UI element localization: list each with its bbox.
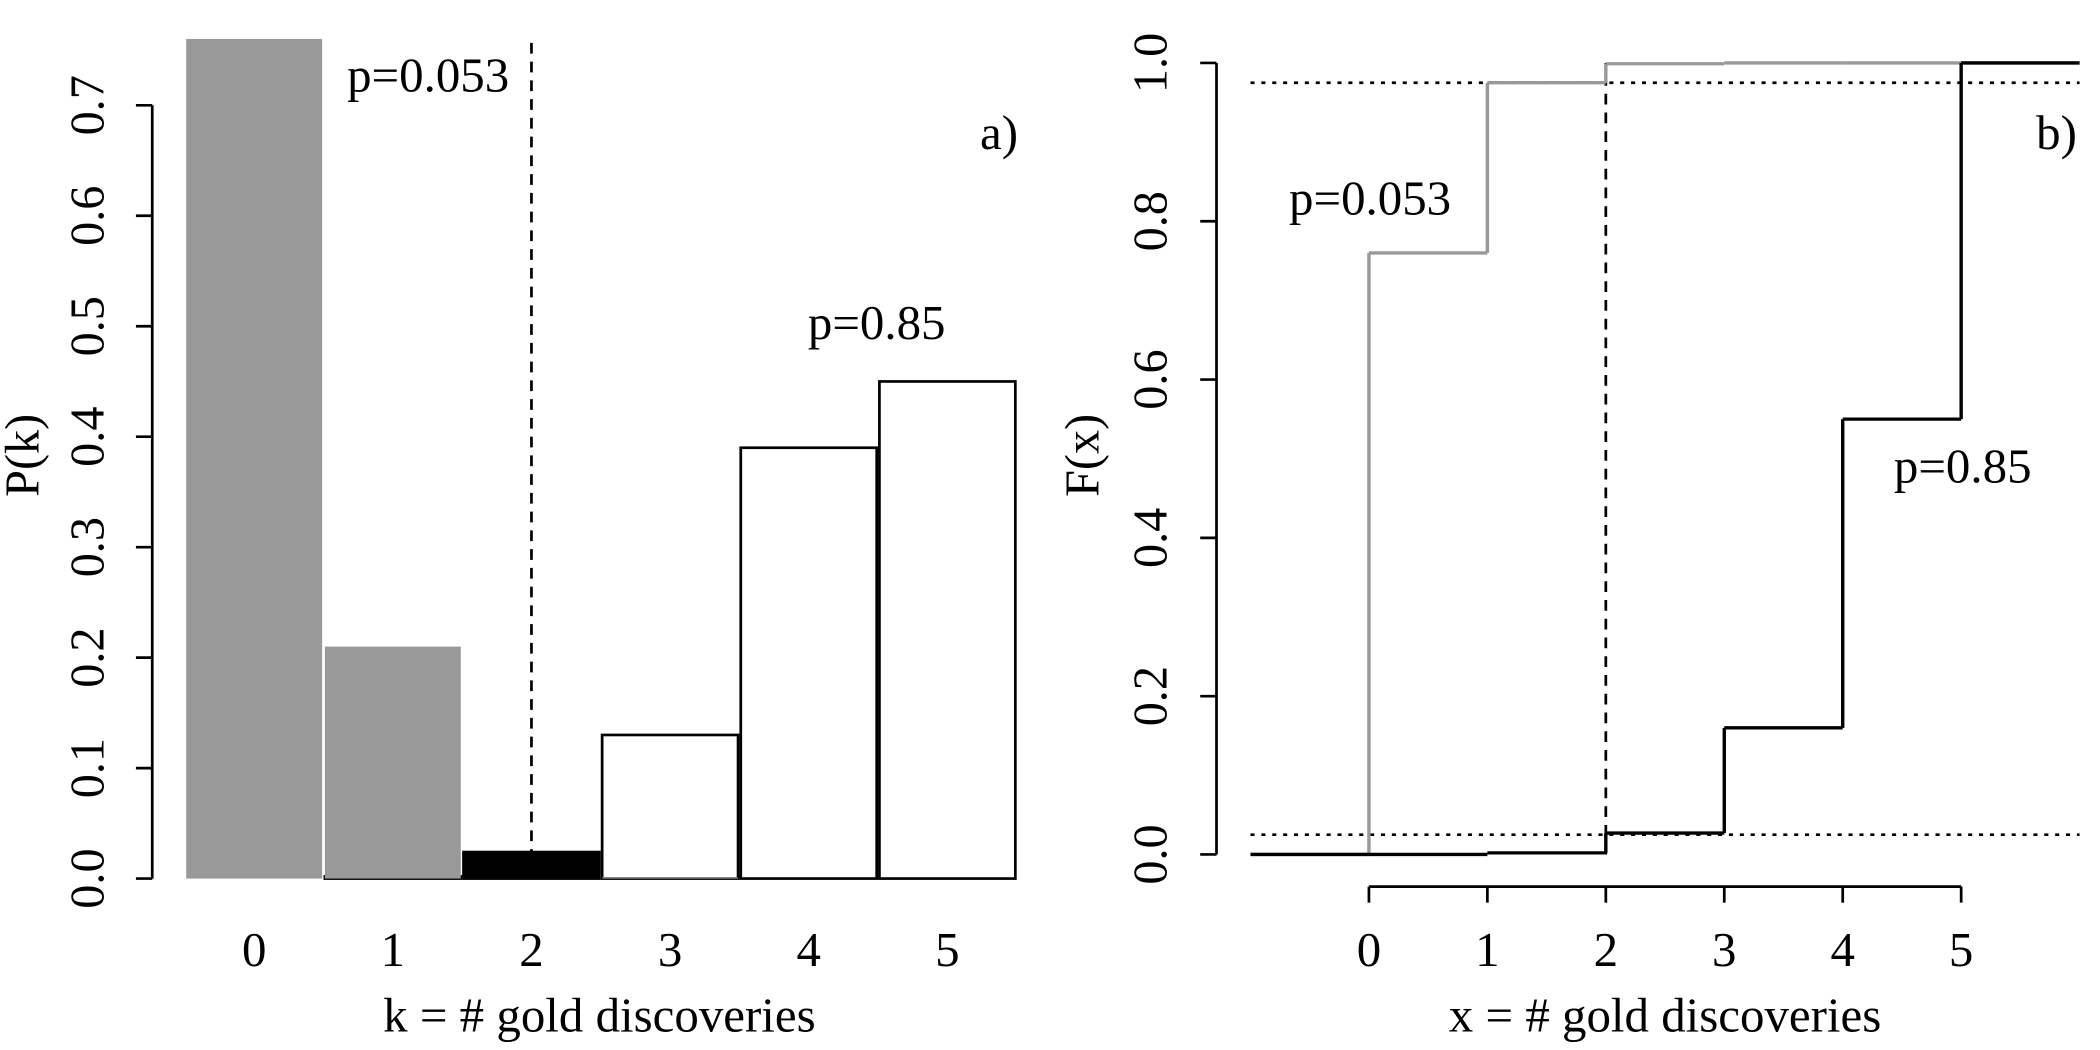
y-tick-label: 0.5 [60, 296, 114, 356]
x-tick-label: 2 [1594, 923, 1618, 977]
series-label: p=0.85 [1894, 440, 2032, 494]
panel-label: a) [980, 106, 1018, 160]
y-tick-label: 0.0 [60, 848, 114, 908]
y-tick-label: 0.2 [1123, 666, 1177, 726]
y-tick-label: 0.1 [60, 738, 114, 798]
x-tick-label: 0 [1357, 923, 1381, 977]
x-tick-label: 3 [1712, 923, 1736, 977]
y-axis-title: F(x) [1055, 414, 1109, 497]
x-axis-title: k = # gold discoveries [383, 989, 815, 1043]
x-axis-title: x = # gold discoveries [1449, 989, 1881, 1043]
y-tick-label: 0.4 [60, 407, 114, 467]
x-tick-label: 5 [935, 923, 959, 977]
y-tick-label: 0.2 [60, 628, 114, 688]
bar [602, 877, 739, 879]
bar [186, 39, 323, 879]
x-tick-label: 4 [797, 923, 821, 977]
series-label: p=0.85 [808, 297, 946, 351]
x-tick-label: 2 [519, 923, 543, 977]
x-tick-label: 3 [658, 923, 682, 977]
series-label: p=0.053 [347, 49, 509, 103]
y-tick-label: 0.6 [60, 186, 114, 246]
y-tick-label: 0.8 [1123, 191, 1177, 251]
bar [324, 646, 461, 879]
panel-label: b) [2036, 106, 2077, 160]
y-tick-label: 0.6 [1123, 349, 1177, 409]
x-tick-label: 4 [1830, 923, 1854, 977]
x-tick-label: 1 [1475, 923, 1499, 977]
y-tick-label: 0.0 [1123, 824, 1177, 884]
y-tick-label: 0.7 [60, 75, 114, 135]
x-tick-label: 5 [1949, 923, 1973, 977]
x-tick-label: 1 [381, 923, 405, 977]
bar [600, 733, 740, 880]
x-tick-label: 0 [242, 923, 266, 977]
bar [878, 380, 1017, 880]
y-axis-title: P(k) [0, 414, 49, 497]
bar [739, 446, 879, 880]
y-tick-label: 1.0 [1123, 33, 1177, 93]
y-tick-label: 0.3 [60, 517, 114, 577]
series-label: p=0.053 [1289, 172, 1451, 226]
y-tick-label: 0.4 [1123, 508, 1177, 568]
